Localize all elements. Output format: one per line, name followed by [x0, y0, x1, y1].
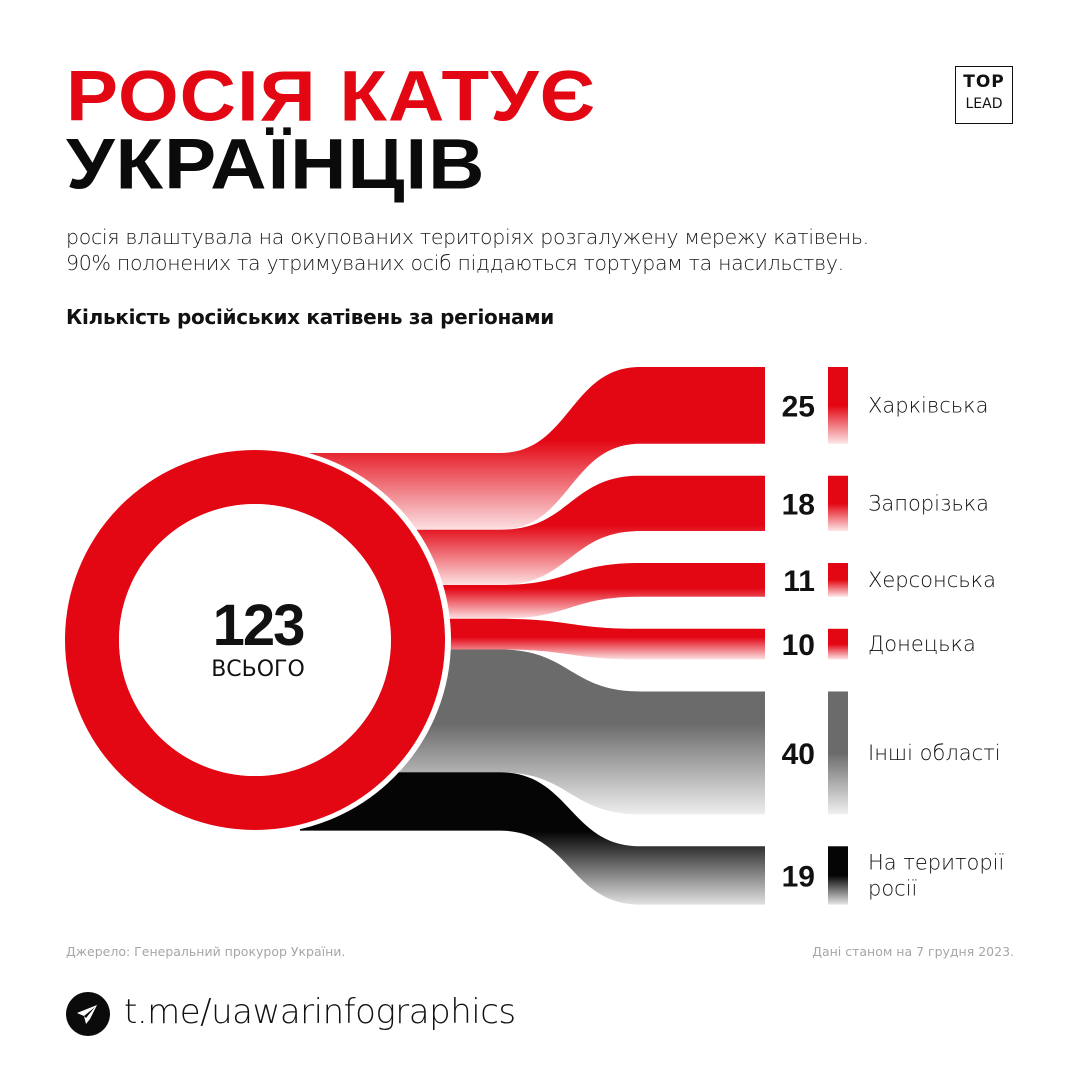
subtitle-line-2: 90% полонених та утримуваних осіб піддаю… — [66, 251, 844, 275]
region-label: Донецька — [868, 632, 976, 656]
region-value: 11 — [783, 565, 815, 598]
logo-bottom: LEAD — [965, 96, 1003, 112]
region-value: 25 — [782, 390, 815, 423]
logo-top: TOP — [963, 72, 1005, 92]
flow-band — [300, 772, 765, 905]
region-label: Запорізька — [868, 491, 989, 515]
total-ring — [65, 450, 445, 830]
telegram-link[interactable]: t.me/uawarinfographics — [124, 992, 516, 1032]
total-label: ВСЬОГО — [211, 657, 305, 682]
region-color-bar — [828, 691, 848, 815]
telegram-icon[interactable] — [66, 992, 110, 1036]
region-value: 18 — [782, 488, 815, 521]
subtitle: росія влаштувала на окупованих територія… — [66, 224, 869, 276]
region-value: 19 — [782, 860, 815, 893]
subtitle-line-1: росія влаштувала на окупованих територія… — [66, 225, 869, 249]
region-label: На території росії — [868, 850, 1004, 900]
region-color-bar — [828, 367, 848, 444]
title-line-1: РОСІЯ КАТУЄ — [66, 55, 597, 137]
region-color-bar — [828, 846, 848, 905]
region-label: Херсонська — [868, 568, 996, 592]
source-note: Джерело: Генеральний прокурор України. — [66, 944, 346, 959]
date-note: Дані станом на 7 грудня 2023. — [812, 944, 1014, 959]
region-color-bar — [828, 628, 848, 660]
title-line-2: УКРАЇНЦІВ — [66, 123, 486, 205]
flow-band — [300, 367, 765, 530]
region-value: 40 — [782, 738, 815, 771]
ring-center — [119, 504, 391, 776]
region-color-bar — [828, 475, 848, 532]
chart-title: Кількість російських катівень за регіона… — [66, 305, 554, 329]
top-lead-logo: TOP LEAD — [955, 66, 1013, 124]
region-color-bar — [828, 563, 848, 597]
region-label: Інші області — [868, 741, 1001, 765]
total-value: 123 — [213, 593, 305, 658]
region-value: 10 — [782, 629, 815, 662]
region-label: Харківська — [868, 393, 988, 417]
